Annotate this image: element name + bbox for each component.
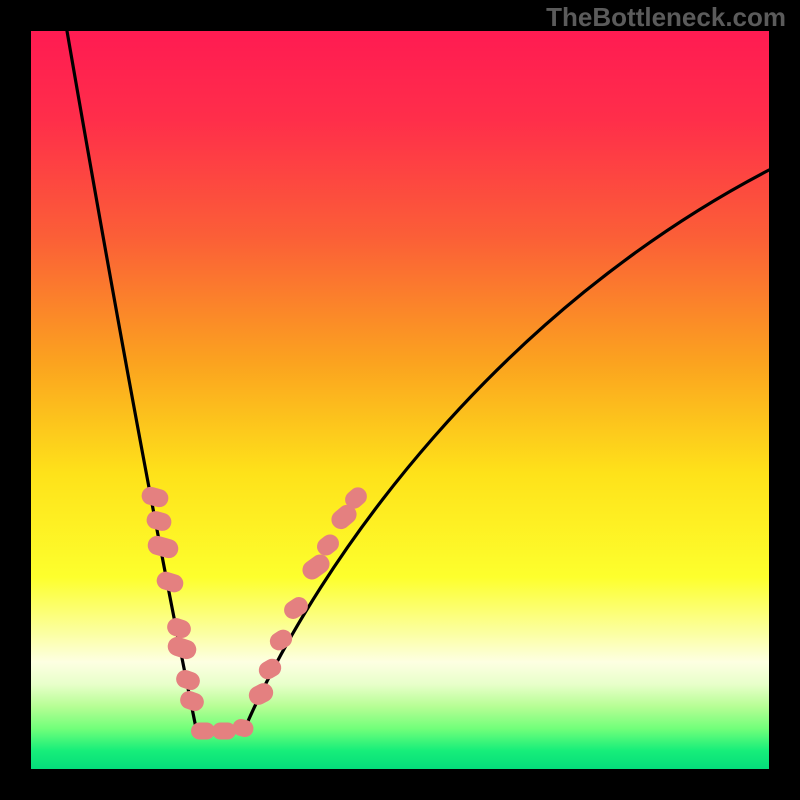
watermark-text: TheBottleneck.com	[546, 2, 786, 33]
curve-marker	[213, 723, 236, 739]
plot-background	[31, 31, 769, 769]
chart-svg	[0, 0, 800, 800]
chart-stage: TheBottleneck.com	[0, 0, 800, 800]
curve-marker	[192, 723, 215, 739]
